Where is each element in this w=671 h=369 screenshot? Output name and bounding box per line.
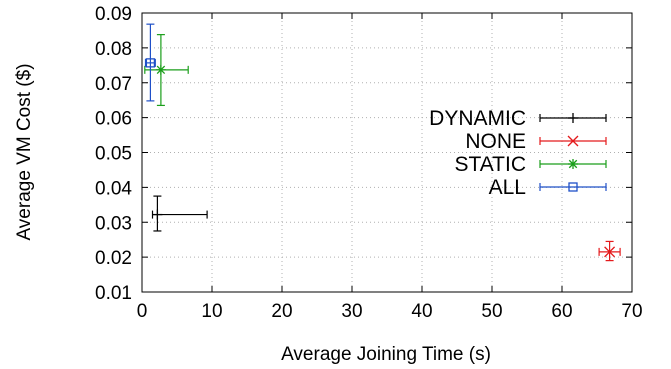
x-tick-label: 30 bbox=[341, 301, 362, 322]
point-dynamic bbox=[152, 209, 163, 220]
x-tick-label: 20 bbox=[271, 301, 292, 322]
legend-sample-none bbox=[539, 135, 607, 147]
legend-sample-static bbox=[539, 159, 607, 169]
series-none bbox=[598, 240, 621, 262]
y-tick-label: 0.02 bbox=[95, 248, 132, 269]
x-tick-label: 40 bbox=[411, 301, 432, 322]
x-tick-label: 60 bbox=[551, 301, 572, 322]
legend-sample-dynamic bbox=[539, 113, 607, 123]
point-none bbox=[604, 246, 616, 258]
legend-label-static: STATIC bbox=[454, 153, 526, 176]
y-tick-label: 0.07 bbox=[95, 74, 132, 95]
y-tick-label: 0.01 bbox=[95, 283, 132, 304]
point-all bbox=[145, 58, 156, 68]
y-axis-title: Average VM Cost ($) bbox=[14, 63, 35, 240]
y-tick-label: 0.08 bbox=[95, 39, 132, 60]
legend-sample-all bbox=[539, 182, 607, 192]
x-tick-label: 50 bbox=[481, 301, 502, 322]
legend-label-all: ALL bbox=[489, 176, 526, 199]
legend-label-dynamic: DYNAMIC bbox=[429, 107, 526, 130]
y-tick-label: 0.09 bbox=[95, 4, 132, 25]
y-tick-label: 0.03 bbox=[95, 213, 132, 234]
x-tick-label: 70 bbox=[621, 301, 642, 322]
point-static bbox=[155, 64, 166, 75]
x-tick-label: 10 bbox=[201, 301, 222, 322]
legend-marker-all bbox=[568, 182, 578, 192]
series-all bbox=[144, 23, 156, 102]
legend-marker-dynamic bbox=[568, 113, 578, 123]
x-axis-title: Average Joining Time (s) bbox=[281, 344, 491, 365]
grid bbox=[142, 13, 632, 292]
legend-label-none: NONE bbox=[465, 130, 526, 153]
data-marks bbox=[144, 23, 621, 262]
series-dynamic bbox=[151, 195, 208, 232]
axes: 0 10 20 30 40 50 60 70 0.01 0.02 0.03 0.04 0.05 0.06 0… bbox=[95, 4, 643, 322]
series-static bbox=[144, 34, 189, 107]
y-tick-label: 0.04 bbox=[95, 178, 132, 199]
x-tick-label: 0 bbox=[137, 301, 148, 322]
y-tick-label: 0.05 bbox=[95, 144, 132, 165]
legend-marker-static bbox=[568, 159, 578, 169]
y-tick-label: 0.06 bbox=[95, 109, 132, 130]
legend-marker-none bbox=[567, 135, 579, 147]
